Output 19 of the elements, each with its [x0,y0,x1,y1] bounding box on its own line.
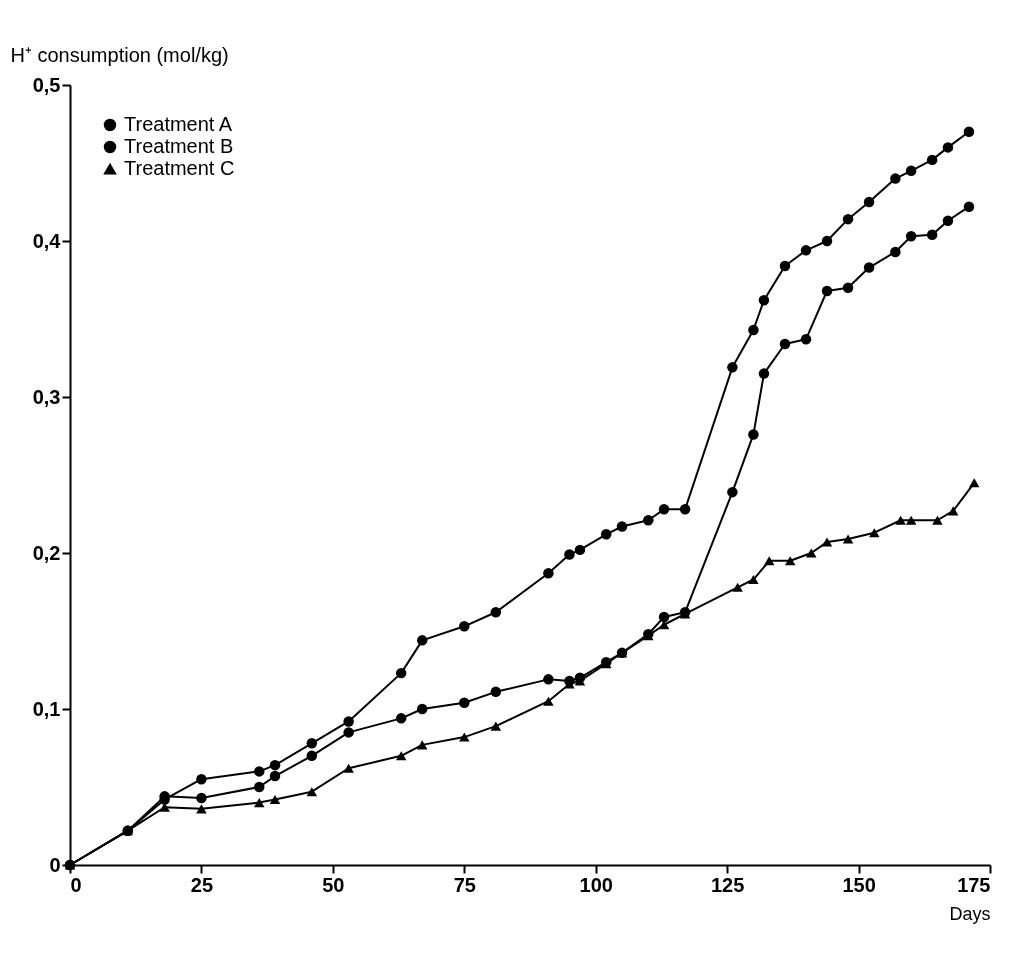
y-tick-label: 0,4 [32,229,62,252]
y-tick-label: 0,5 [32,73,61,96]
x-tick-label: 125 [710,873,745,896]
legend-label: Treatment A [124,113,233,135]
x-tick-label: 75 [453,873,476,896]
x-axis-title: Days [949,903,991,924]
y-tick-label: 0,2 [32,541,61,564]
x-tick-label: 150 [842,873,876,896]
legend-label: Treatment C [124,157,235,179]
x-tick-label: 0 [70,873,82,896]
y-tick-label: 0,1 [32,697,61,720]
x-tick-label: 50 [322,873,345,896]
x-tick-label: 175 [957,873,991,896]
y-tick-label: 0 [49,853,61,876]
y-tick-label: 0,3 [32,385,61,408]
x-tick-label: 100 [579,873,613,896]
y-axis-title: H⁺ consumption (mol/kg) [10,43,229,66]
x-tick-label: 25 [190,873,214,896]
legend-label: Treatment B [124,135,234,157]
